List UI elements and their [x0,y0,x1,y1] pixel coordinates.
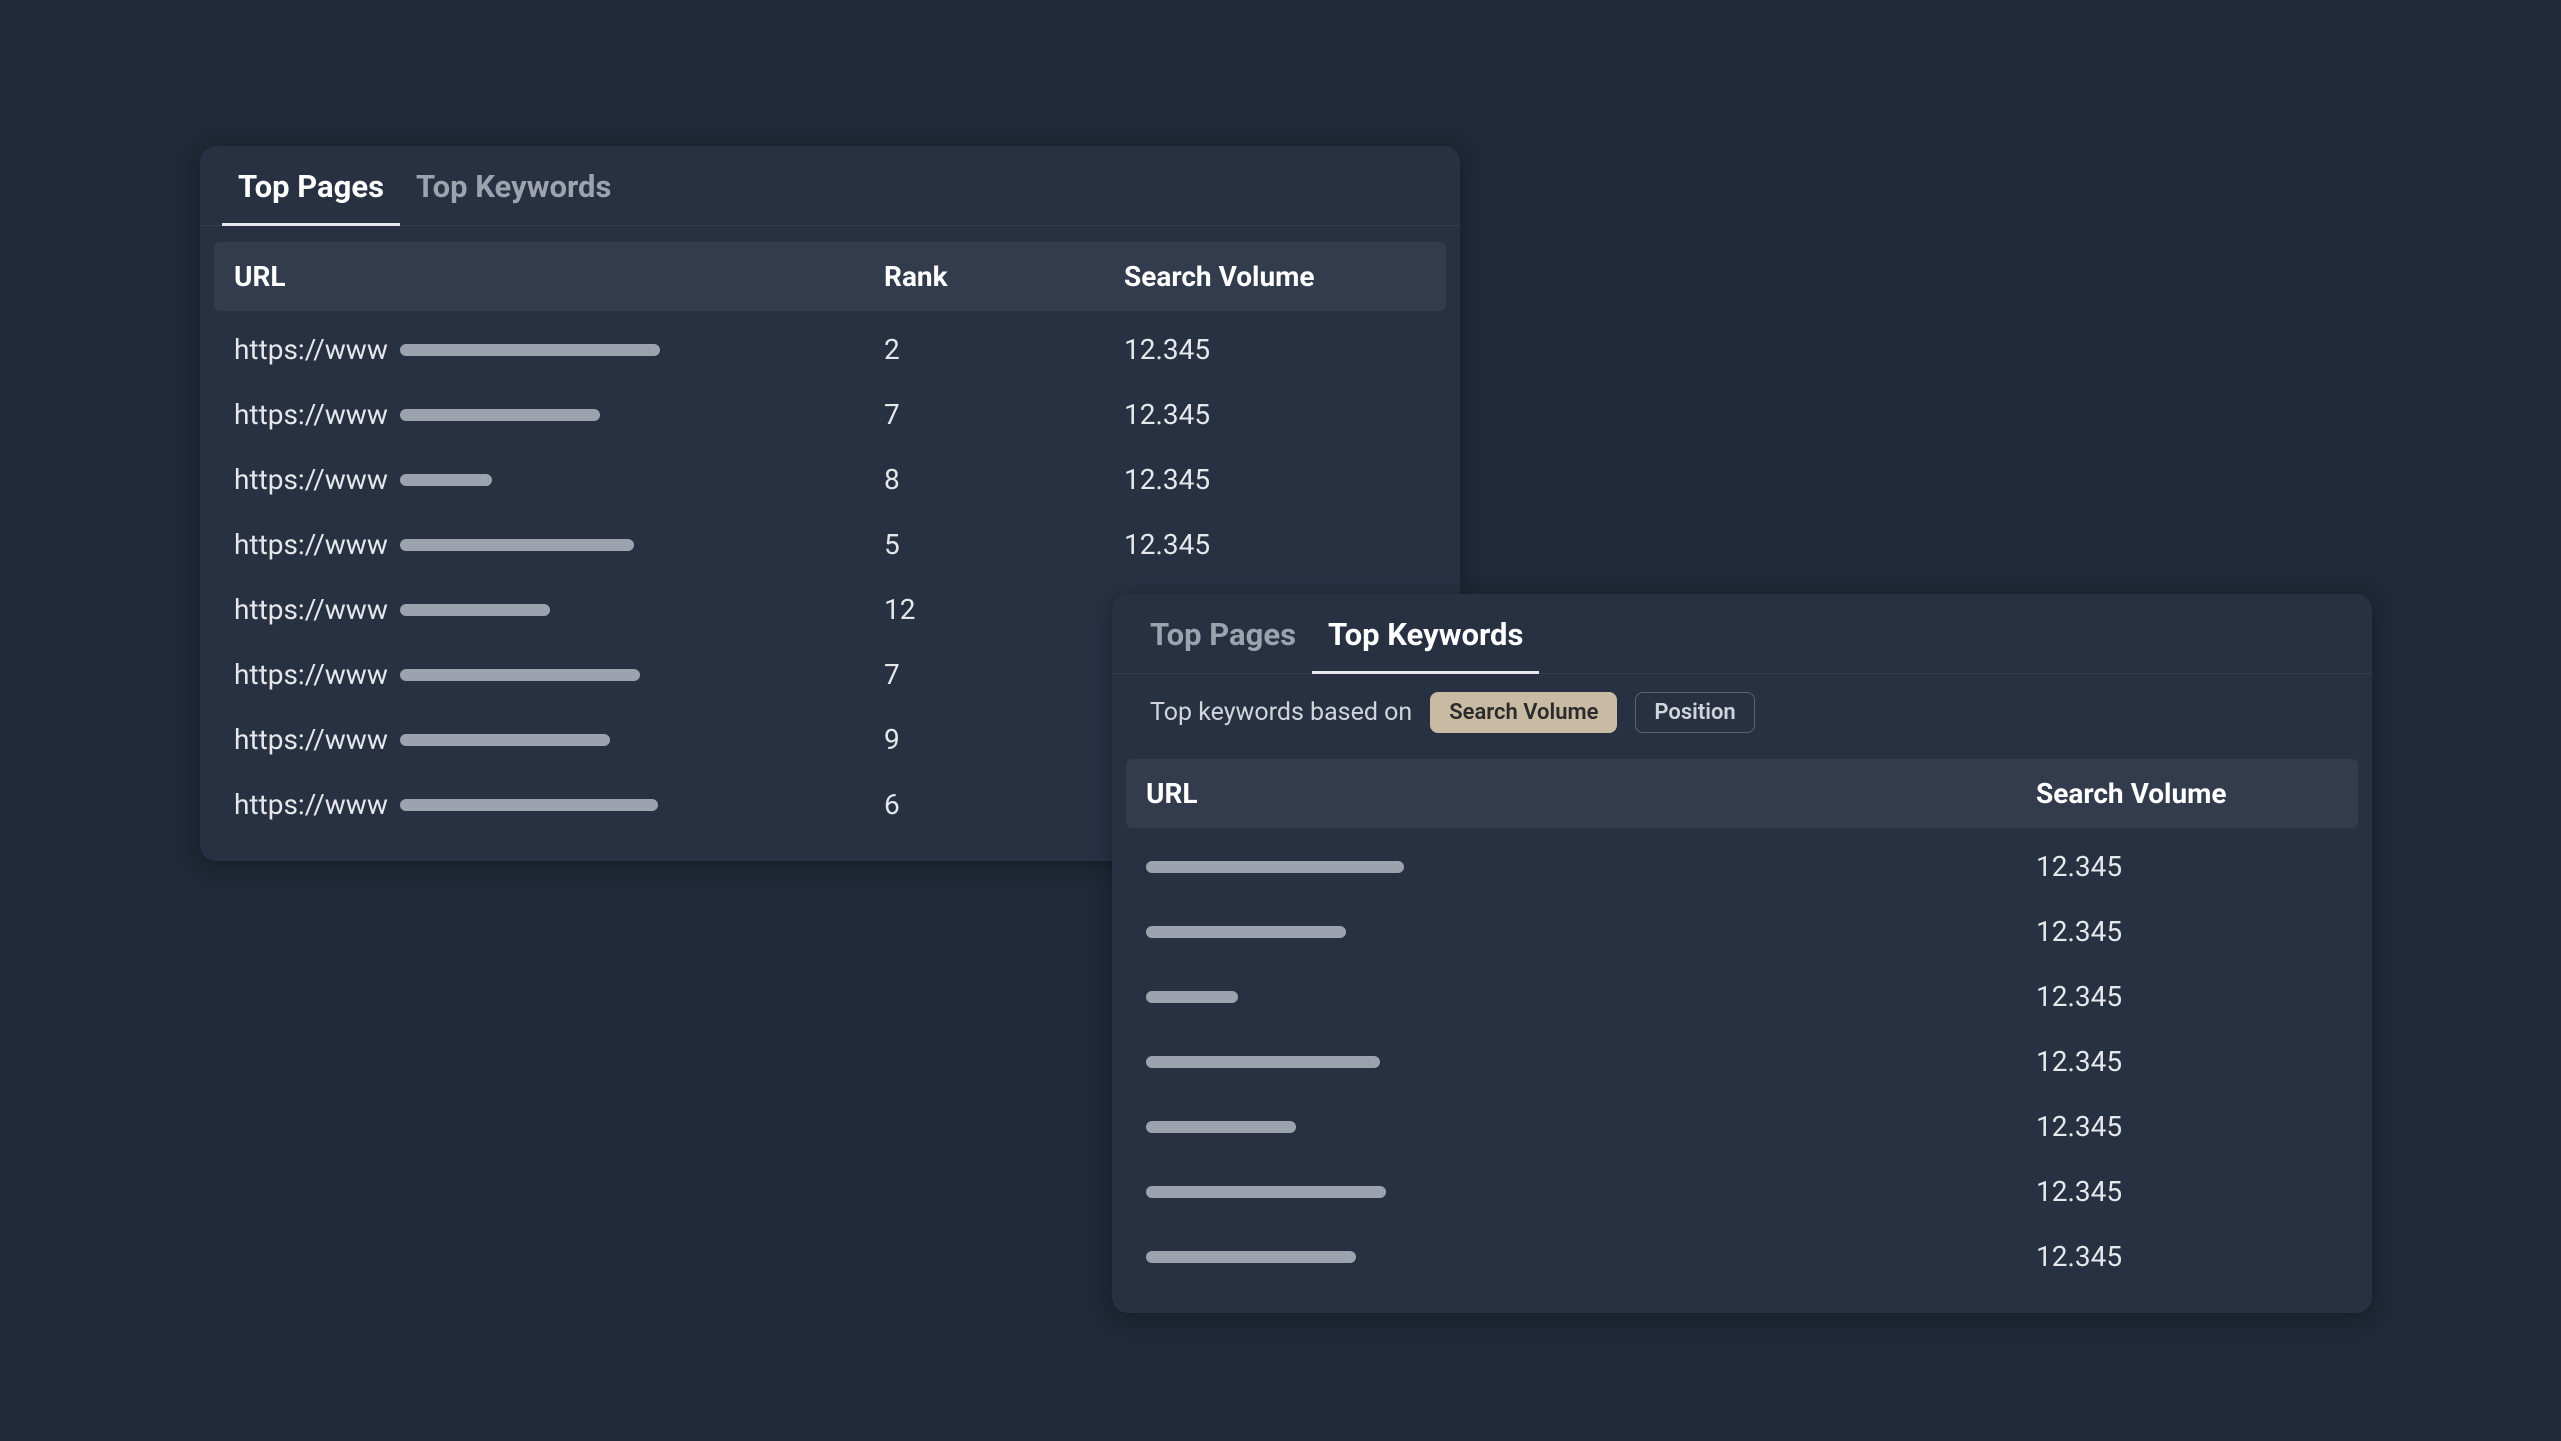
table-row[interactable]: 12.345 [1126,964,2358,1029]
table-row[interactable]: 12.345 [1126,1159,2358,1224]
rank-cell: 7 [884,658,1124,691]
search-volume-cell: 12.345 [2036,1175,2338,1208]
table-row[interactable]: https://www 812.345 [214,447,1446,512]
url-prefix: https://www [234,528,388,561]
url-prefix: https://www [234,723,388,756]
url-placeholder [400,669,640,681]
tab-top-pages[interactable]: Top Pages [238,168,384,225]
table-row[interactable]: 12.345 [1126,1224,2358,1289]
url-cell: https://www [234,333,884,366]
tab-top-keywords[interactable]: Top Keywords [1328,616,1523,673]
filter-label: Top keywords based on [1150,698,1412,727]
url-placeholder [400,474,492,486]
url-cell: https://www [234,528,884,561]
table-row[interactable]: 12.345 [1126,899,2358,964]
filter-bar: Top keywords based on Search Volume Posi… [1112,674,2372,743]
search-volume-cell: 12.345 [2036,1110,2338,1143]
rank-cell: 2 [884,333,1124,366]
table-row[interactable]: https://www 712.345 [214,382,1446,447]
keyword-placeholder [1146,861,1404,873]
tabs: Top Pages Top Keywords [200,146,1460,226]
rank-cell: 12 [884,593,1124,626]
top-keywords-panel: Top Pages Top Keywords Top keywords base… [1112,594,2372,1313]
column-header-url: URL [1146,777,2036,810]
rank-cell: 6 [884,788,1124,821]
table-header: URL Rank Search Volume [214,242,1446,311]
url-cell [1146,991,2036,1003]
filter-pill-position[interactable]: Position [1635,692,1754,733]
keyword-placeholder [1146,991,1238,1003]
search-volume-cell: 12.345 [2036,850,2338,883]
column-header-url: URL [234,260,884,293]
url-prefix: https://www [234,398,388,431]
url-prefix: https://www [234,593,388,626]
url-prefix: https://www [234,658,388,691]
url-placeholder [400,604,550,616]
url-placeholder [400,734,610,746]
rank-cell: 5 [884,528,1124,561]
search-volume-cell: 12.345 [1124,398,1426,431]
url-cell: https://www [234,398,884,431]
column-header-search-volume: Search Volume [1124,260,1426,293]
url-prefix: https://www [234,333,388,366]
keyword-placeholder [1146,926,1346,938]
search-volume-cell: 12.345 [1124,528,1426,561]
table-row[interactable]: https://www 212.345 [214,317,1446,382]
tab-top-keywords[interactable]: Top Keywords [416,168,611,225]
column-header-search-volume: Search Volume [2036,777,2338,810]
url-cell [1146,1121,2036,1133]
search-volume-cell: 12.345 [1124,463,1426,496]
search-volume-cell: 12.345 [2036,1045,2338,1078]
url-cell: https://www [234,658,884,691]
search-volume-cell: 12.345 [2036,1240,2338,1273]
url-placeholder [400,539,634,551]
table-row[interactable]: 12.345 [1126,834,2358,899]
url-cell [1146,1056,2036,1068]
tabs: Top Pages Top Keywords [1112,594,2372,674]
keyword-placeholder [1146,1056,1380,1068]
column-header-rank: Rank [884,260,1124,293]
url-placeholder [400,409,600,421]
top-keywords-table: URL Search Volume 12.345 12.345 12.345 12.3… [1112,743,2372,1313]
url-cell: https://www [234,788,884,821]
table-row[interactable]: 12.345 [1126,1094,2358,1159]
url-cell [1146,926,2036,938]
url-prefix: https://www [234,788,388,821]
url-cell [1146,1186,2036,1198]
url-cell [1146,861,2036,873]
table-row[interactable]: 12.345 [1126,1029,2358,1094]
table-header: URL Search Volume [1126,759,2358,828]
filter-pill-search-volume[interactable]: Search Volume [1430,692,1617,733]
tab-top-pages[interactable]: Top Pages [1150,616,1296,673]
keyword-placeholder [1146,1186,1386,1198]
rank-cell: 9 [884,723,1124,756]
keyword-placeholder [1146,1251,1356,1263]
url-placeholder [400,344,660,356]
url-cell: https://www [234,593,884,626]
table-row[interactable]: https://www 512.345 [214,512,1446,577]
search-volume-cell: 12.345 [2036,980,2338,1013]
rank-cell: 8 [884,463,1124,496]
url-placeholder [400,799,658,811]
search-volume-cell: 12.345 [2036,915,2338,948]
keyword-placeholder [1146,1121,1296,1133]
url-prefix: https://www [234,463,388,496]
rank-cell: 7 [884,398,1124,431]
search-volume-cell: 12.345 [1124,333,1426,366]
url-cell [1146,1251,2036,1263]
url-cell: https://www [234,463,884,496]
url-cell: https://www [234,723,884,756]
